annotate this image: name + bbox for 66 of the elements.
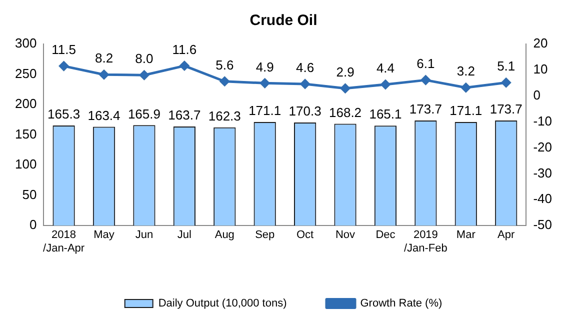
data-label: 4.9 <box>256 59 274 74</box>
data-label: 11.5 <box>52 42 76 58</box>
x-tick-label: Nov <box>335 229 356 242</box>
x-tick-label: 2018 /Jan-Apr <box>43 229 85 254</box>
x-tick-label: Jun <box>135 229 154 242</box>
data-label: 163.4 <box>88 108 120 123</box>
data-label: 4.6 <box>296 60 314 76</box>
data-label: 171.1 <box>248 103 282 118</box>
point <box>380 80 390 90</box>
data-label: 173.7 <box>409 102 442 117</box>
x-tick-label: Oct <box>296 229 314 242</box>
x-tick-label: May <box>94 229 115 242</box>
data-label: 3.2 <box>456 64 475 79</box>
data-label: 11.6 <box>172 42 197 57</box>
x-tick-label: Aug <box>214 229 234 242</box>
point <box>59 61 69 71</box>
point <box>220 76 230 86</box>
data-label: 5.1 <box>497 58 516 74</box>
data-label: 8.0 <box>135 51 154 66</box>
x-tick-label: Jul <box>177 229 192 242</box>
point <box>340 84 350 94</box>
x-tick-label: Sep <box>255 229 275 242</box>
y2-tick-label: -10 <box>533 113 552 128</box>
data-label: 2.9 <box>336 64 354 80</box>
y2-tick-label: 0 <box>533 87 540 102</box>
data-label: 5.6 <box>216 57 234 72</box>
data-label: 171.1 <box>450 103 482 118</box>
y-tick-label: 250 <box>14 66 37 81</box>
point <box>461 82 471 92</box>
y-tick-label: 0 <box>29 217 37 232</box>
x-tick-label: Apr <box>498 229 515 242</box>
x-tick-label: 2019 /Jan-Feb <box>404 229 448 254</box>
x-tick-label: Mar <box>456 229 476 242</box>
data-label: 173.7 <box>490 102 522 117</box>
data-label: 165.9 <box>128 106 160 122</box>
data-label: 4.4 <box>376 60 395 76</box>
y-tick-label: 100 <box>14 156 37 172</box>
point <box>180 61 190 71</box>
point <box>260 78 270 88</box>
data-label: 163.7 <box>168 108 201 123</box>
y2-tick-label: -50 <box>533 217 552 232</box>
point <box>300 79 310 89</box>
point <box>99 70 109 80</box>
y-tick-label: 50 <box>22 186 37 202</box>
data-label: 168.2 <box>328 104 362 120</box>
data-label: 8.2 <box>94 50 114 66</box>
chart-title: Crude Oil <box>250 12 318 30</box>
point <box>139 70 149 80</box>
data-label: 6.1 <box>416 56 435 72</box>
y2-tick-label: -40 <box>533 191 552 206</box>
point <box>501 78 511 88</box>
data-label: 162.3 <box>208 108 241 124</box>
data-label: 165.1 <box>369 106 402 122</box>
legend-label: Growth Rate (%) <box>360 298 442 310</box>
data-label: 165.3 <box>48 106 80 122</box>
y2-tick-label: -20 <box>533 139 552 154</box>
y-tick-label: 150 <box>14 126 37 142</box>
point <box>420 75 430 85</box>
legend-label: Daily Output (10,000 tons) <box>158 298 287 310</box>
y-tick-label: 200 <box>14 96 37 112</box>
y2-tick-label: 20 <box>533 36 548 51</box>
y2-tick-label: -30 <box>533 165 552 180</box>
x-tick-label: Dec <box>376 229 396 242</box>
data-label: 170.3 <box>288 104 322 119</box>
y-tick-label: 300 <box>14 36 37 51</box>
y2-tick-label: 10 <box>533 62 548 77</box>
